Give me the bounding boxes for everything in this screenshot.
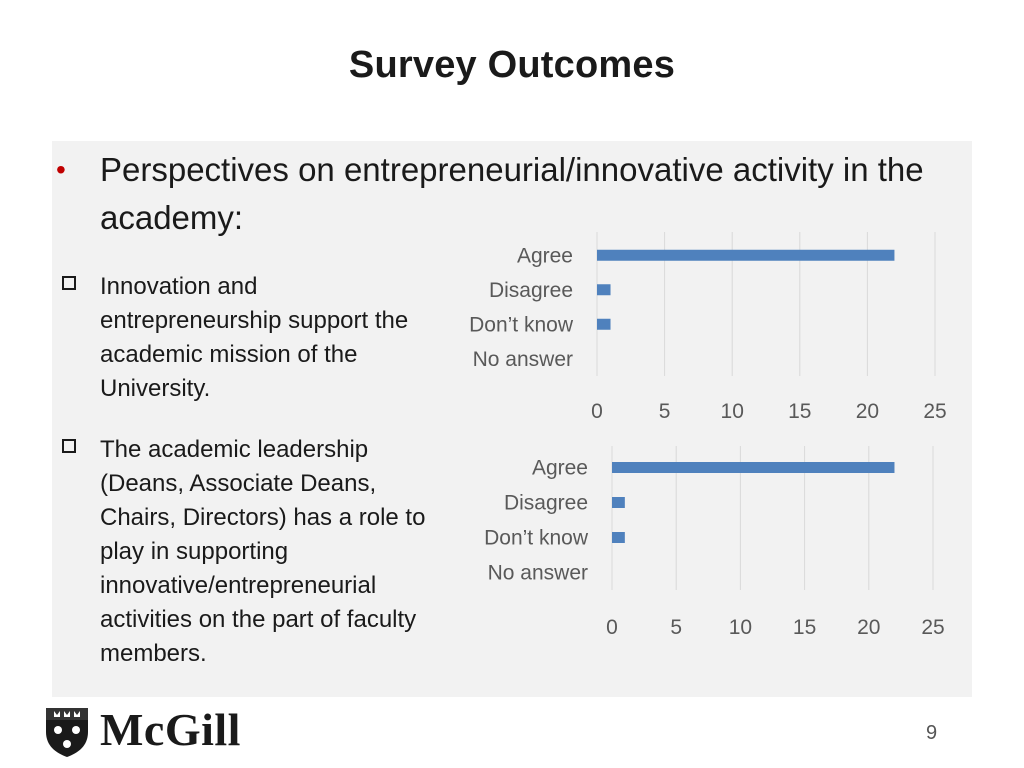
category-label: Agree: [517, 244, 573, 267]
x-tick-label: 15: [788, 400, 811, 423]
page-number: 9: [926, 722, 938, 744]
slide-title: Survey Outcomes: [348, 44, 676, 86]
x-tick-label: 5: [659, 400, 671, 423]
chart-2: 0 5 10 15 20 25 Agree Disagree Don’t know No answ…: [484, 446, 945, 639]
bar: [612, 532, 625, 543]
bar: [612, 462, 895, 473]
x-tick-label: 0: [606, 616, 618, 639]
category-label: No answer: [488, 562, 588, 585]
category-label: Disagree: [504, 492, 588, 515]
mcgill-crest-icon: [46, 708, 88, 757]
x-tick-label: 0: [591, 400, 603, 423]
bar: [597, 318, 611, 330]
category-label: Don’t know: [469, 313, 574, 336]
bullet-dot-icon: •: [56, 154, 66, 185]
sub-bullet-1-text: Innovation and entrepreneurship support …: [100, 273, 409, 402]
chart-1: 0 5 10 15 20 25 Agree Disagree Don’t know No answ…: [469, 232, 947, 423]
sub-bullet-1: Innovation and entrepreneurship support …: [62, 270, 432, 406]
x-tick-label: 25: [923, 400, 946, 423]
x-tick-label: 10: [721, 400, 744, 423]
bar: [597, 284, 611, 296]
checkbox-bullet-icon: [62, 439, 76, 453]
sub-bullet-2: The academic leadership (Deans, Associat…: [62, 433, 432, 671]
x-tick-label: 5: [670, 616, 682, 639]
x-tick-label: 10: [729, 616, 752, 639]
sub-bullet-2-text: The academic leadership (Deans, Associat…: [100, 436, 426, 667]
bar: [597, 249, 895, 261]
category-label: Disagree: [489, 279, 573, 302]
category-label: Agree: [532, 457, 588, 480]
main-bullet-text: Perspectives on entrepreneurial/innovati…: [100, 151, 924, 236]
main-bullet: • Perspectives on entrepreneurial/innova…: [56, 146, 936, 242]
x-tick-label: 20: [857, 616, 880, 639]
content-panel: [52, 141, 972, 697]
category-label: Don’t know: [484, 527, 589, 550]
x-tick-label: 25: [921, 616, 944, 639]
mcgill-logo-text: McGill: [100, 704, 241, 755]
x-tick-label: 20: [856, 400, 879, 423]
checkbox-bullet-icon: [62, 276, 76, 290]
category-label: No answer: [473, 348, 573, 371]
x-tick-label: 15: [793, 616, 816, 639]
bar: [612, 497, 625, 508]
